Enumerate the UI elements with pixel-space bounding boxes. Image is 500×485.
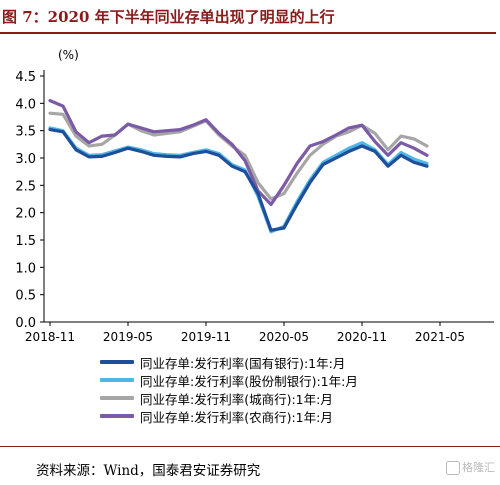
x-tick-label: 2020-05 — [259, 330, 309, 344]
legend: 同业存单:发行利率(国有银行):1年:月 同业存单:发行利率(股份制银行):1年:… — [100, 353, 358, 425]
title-bar: 图 7：2020 年下半年同业存单出现了明显的上行 — [0, 0, 500, 34]
source-note: 资料来源：Wind，国泰君安证券研究 — [36, 463, 261, 479]
footer-divider — [0, 446, 500, 447]
y-tick-label: 3.0 — [15, 152, 36, 167]
x-tick-label: 2018-11 — [25, 330, 75, 344]
series-line-0 — [48, 128, 429, 232]
legend-swatch — [100, 360, 134, 364]
series-line-3 — [48, 99, 429, 207]
y-tick-label: 0.5 — [15, 289, 36, 304]
y-tick-label: 4.5 — [15, 70, 36, 85]
y-tick-label: 3.5 — [15, 125, 36, 140]
x-tick-label: 2019-11 — [181, 330, 231, 344]
y-tick-label: 4.0 — [15, 97, 36, 112]
y-tick-label: 1.0 — [15, 261, 36, 276]
legend-swatch — [100, 396, 134, 400]
x-tick-label: 2019-05 — [103, 330, 153, 344]
y-tick-label: 2.0 — [15, 207, 36, 222]
y-axis-unit: (%) — [58, 48, 79, 62]
legend-item: 同业存单:发行利率(城商行):1年:月 — [100, 389, 358, 407]
x-tick-label: 2021-05 — [415, 330, 465, 344]
watermark-text: 格隆汇 — [462, 461, 495, 474]
plot-right-edge — [496, 0, 500, 321]
y-tick-label: 2.5 — [15, 179, 36, 194]
series-line-1 — [48, 126, 429, 234]
legend-label: 同业存单:发行利率(城商行):1年:月 — [140, 391, 333, 407]
watermark: 格隆汇 — [446, 459, 495, 475]
legend-swatch — [100, 378, 134, 382]
y-tick-label: 0.0 — [15, 316, 36, 331]
legend-label: 同业存单:发行利率(股份制银行):1年:月 — [140, 373, 358, 389]
legend-item: 同业存单:发行利率(股份制银行):1年:月 — [100, 371, 358, 389]
legend-item: 同业存单:发行利率(国有银行):1年:月 — [100, 353, 358, 371]
legend-item: 同业存单:发行利率(农商行):1年:月 — [100, 407, 358, 425]
y-tick-label: 1.5 — [15, 234, 36, 249]
chart-title: 图 7：2020 年下半年同业存单出现了明显的上行 — [2, 8, 335, 26]
watermark-logo-icon — [446, 461, 460, 475]
line-chart: 0.0 0.5 1.0 1.5 2.0 2.5 3.0 3.5 4.0 4.5 2018-11 201… — [15, 0, 500, 344]
legend-swatch — [100, 414, 134, 418]
legend-label: 同业存单:发行利率(国有银行):1年:月 — [140, 355, 346, 371]
x-tick-label: 2020-11 — [337, 330, 387, 344]
legend-label: 同业存单:发行利率(农商行):1年:月 — [140, 409, 333, 425]
